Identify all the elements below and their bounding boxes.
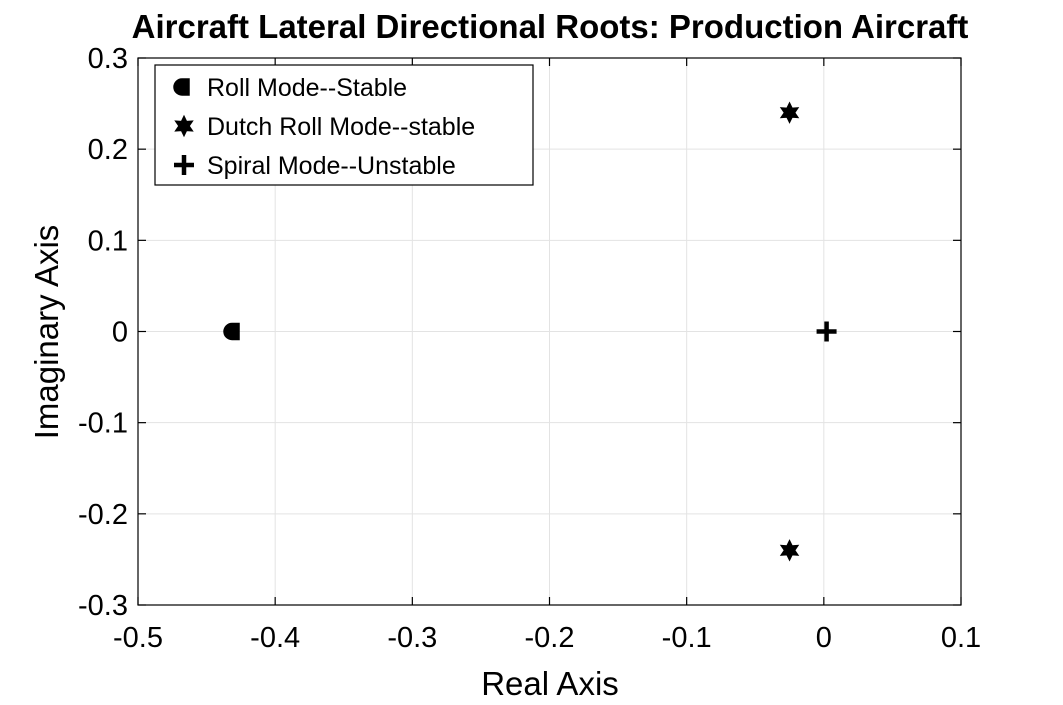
- y-tick-label-0: -0.3: [78, 590, 128, 622]
- legend-entry-spiral-mode: Spiral Mode--Unstable: [207, 152, 456, 180]
- legend-marker-2: [174, 155, 194, 175]
- y-tick-label-5: 0.2: [88, 134, 128, 166]
- y-tick-label-1: -0.2: [78, 499, 128, 531]
- y-tick-label-3: 0: [112, 317, 128, 349]
- y-tick-label-2: -0.1: [78, 408, 128, 440]
- x-tick-label-3: -0.2: [525, 622, 575, 654]
- legend-box: [154, 64, 534, 186]
- x-tick-label-5: 0: [816, 622, 832, 654]
- y-tick-label-6: 0.3: [88, 43, 128, 75]
- series-1-point-0: [779, 101, 800, 124]
- series-1-point-1: [779, 539, 800, 562]
- x-tick-label-6: 0.1: [941, 622, 981, 654]
- y-axis-ticks: -0.3 -0.2 -0.1 0 0.1 0.2 0.3: [78, 43, 961, 622]
- legend: Roll Mode--Stable Dutch Roll Mode--stabl…: [154, 64, 534, 186]
- series-0-point-0: [223, 322, 240, 341]
- x-tick-label-1: -0.4: [250, 622, 300, 654]
- x-axis-ticks: -0.5 -0.4 -0.3 -0.2 -0.1 0 0.1: [113, 58, 981, 654]
- legend-marker-0: [173, 78, 190, 96]
- legend-entry-dutch-roll-mode: Dutch Roll Mode--stable: [207, 113, 475, 141]
- x-tick-label-4: -0.1: [662, 622, 712, 654]
- x-tick-label-0: -0.5: [113, 622, 163, 654]
- legend-markers: [173, 78, 194, 175]
- data-points: [223, 101, 837, 562]
- y-axis-label: Imaginary Axis: [28, 225, 65, 440]
- chart-title: Aircraft Lateral Directional Roots: Prod…: [132, 8, 969, 45]
- x-tick-label-2: -0.3: [387, 622, 437, 654]
- legend-entry-roll-mode: Roll Mode--Stable: [207, 74, 407, 102]
- series-2-point-0: [816, 321, 837, 342]
- y-tick-label-4: 0.1: [88, 225, 128, 257]
- x-axis-label: Real Axis: [481, 665, 619, 702]
- legend-marker-1: [174, 114, 194, 138]
